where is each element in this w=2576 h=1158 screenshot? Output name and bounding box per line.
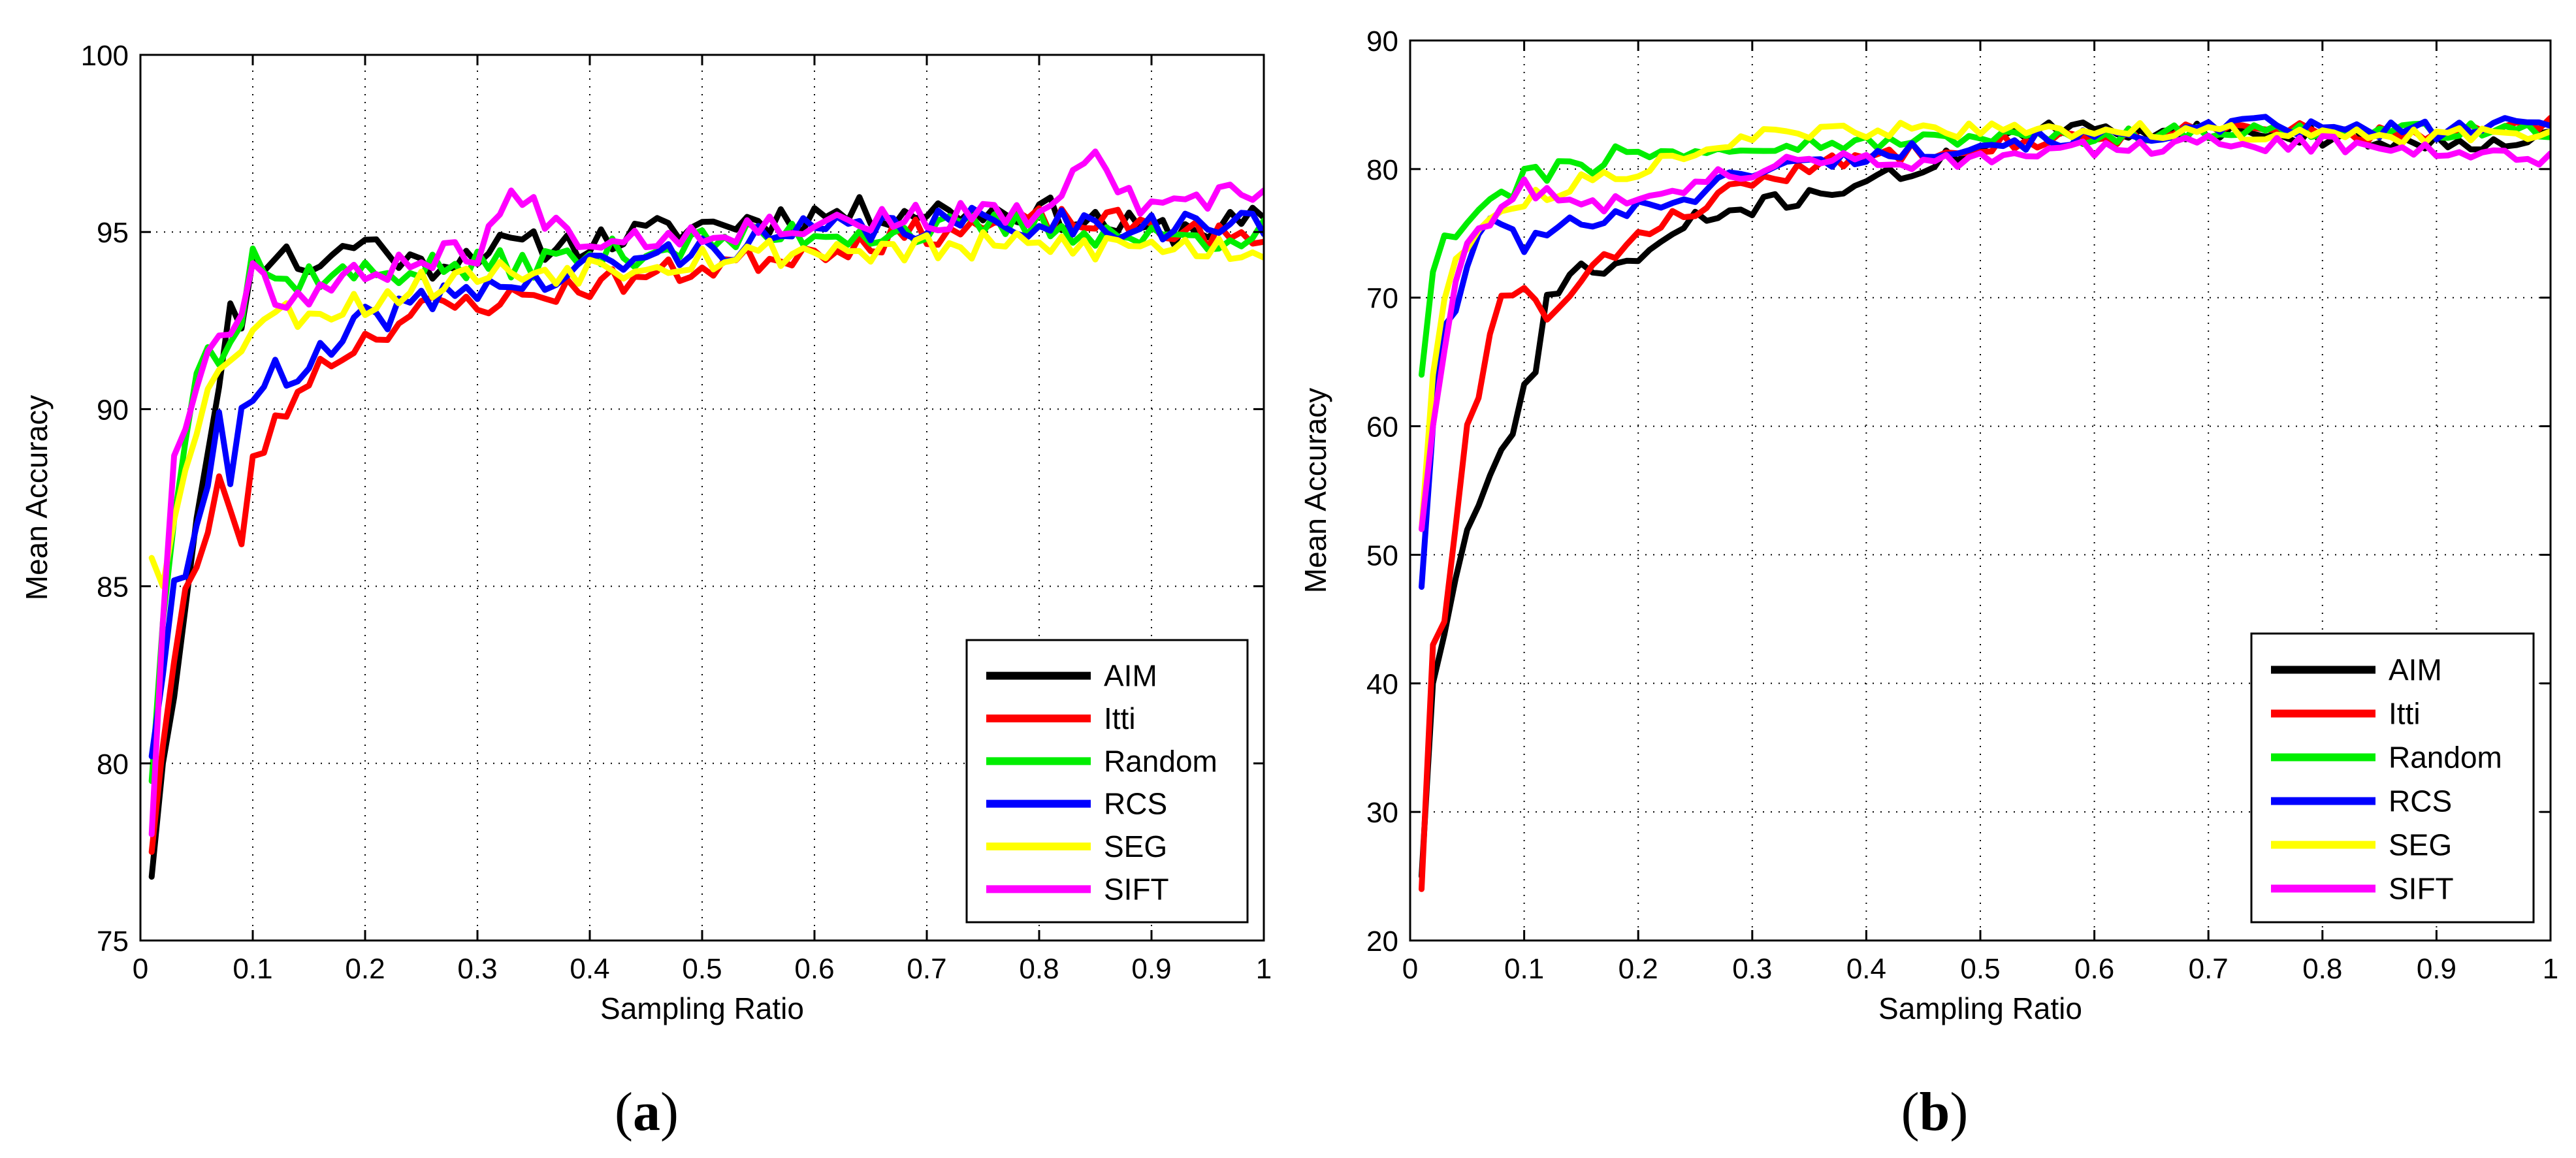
x-tick-label: 0.5 [682, 953, 722, 985]
legend-label-itti: Itti [2389, 697, 2421, 731]
x-tick-label: 0.8 [1019, 953, 1059, 985]
legend-label-sift: SIFT [2389, 872, 2454, 906]
axis-ticks-a: 0 0.1 0.2 0.3 0.4 0.5 0.6 0.7 0.8 0.9 1 75 80 85 90 95 1… [81, 40, 1272, 985]
y-tick-label: 30 [1366, 797, 1398, 829]
legend-box [965, 639, 1249, 924]
x-tick-label: 0.7 [2189, 953, 2229, 985]
series-line-seg [148, 229, 1264, 590]
x-tick-label: 0.1 [1504, 953, 1544, 985]
caption-a: (a) [615, 1082, 679, 1142]
series-line-seg [1419, 120, 2551, 532]
caption-b-close: ) [1950, 1082, 1968, 1142]
y-axis-label-b: Mean Accuracy [1298, 388, 1332, 593]
y-tick-label: 80 [1366, 154, 1398, 186]
y-tick-label: 80 [97, 748, 129, 780]
y-tick-label: 90 [1366, 25, 1398, 57]
legend-label-itti: Itti [1104, 701, 1136, 735]
y-tick-label: 90 [97, 394, 129, 426]
legend-label-rcs: RCS [2389, 784, 2452, 818]
x-tick-label: 0.6 [2074, 953, 2114, 985]
y-tick-label: 60 [1366, 411, 1398, 443]
x-tick-label: 0 [1402, 953, 1418, 985]
caption-b: (b) [1901, 1082, 1969, 1142]
x-tick-label: 0.2 [1618, 953, 1658, 985]
legend-b: AIM Itti Random RCS SEG SIFT [2250, 632, 2535, 924]
caption-b-open: ( [1901, 1082, 1920, 1142]
legend-label-aim: AIM [2389, 653, 2442, 687]
legend-label-random: Random [1104, 744, 1217, 778]
caption-a-close: ) [660, 1082, 679, 1142]
caption-a-open: ( [615, 1082, 633, 1142]
y-tick-label: 50 [1366, 539, 1398, 571]
x-tick-label: 0.7 [907, 953, 946, 985]
legend-label-rcs: RCS [1104, 787, 1167, 821]
caption-a-letter: a [633, 1082, 660, 1142]
grid-lines-b [1410, 40, 2551, 941]
legend-label-aim: AIM [1104, 659, 1157, 693]
legend-a: AIM Itti Random RCS SEG SIFT [965, 639, 1249, 924]
x-tick-label: 0.1 [233, 953, 272, 985]
y-tick-label: 100 [81, 40, 129, 72]
caption-b-letter: b [1920, 1082, 1950, 1142]
series-line-rcs [1419, 114, 2551, 590]
y-tick-label: 85 [97, 571, 129, 603]
y-tick-label: 95 [97, 217, 129, 249]
x-tick-label: 1 [2543, 953, 2558, 985]
legend-label-random: Random [2389, 741, 2502, 775]
x-tick-label: 0.9 [2417, 953, 2456, 985]
x-tick-label: 0.3 [1732, 953, 1772, 985]
x-tick-label: 0.5 [1960, 953, 2000, 985]
chart-panel-b: 0 0.1 0.2 0.3 0.4 0.5 0.6 0.7 0.8 0.9 1 20 30 40 50 60 7… [1298, 25, 2558, 1142]
y-tick-label: 20 [1366, 925, 1398, 957]
x-tick-label: 0 [133, 953, 148, 985]
legend-label-sift: SIFT [1104, 872, 1169, 906]
axis-ticks-b: 0 0.1 0.2 0.3 0.4 0.5 0.6 0.7 0.8 0.9 1 20 30 40 50 60 7… [1366, 25, 2558, 985]
series-group-a [148, 148, 1264, 880]
y-tick-label: 40 [1366, 668, 1398, 700]
series-group-b [1419, 114, 2551, 892]
x-tick-label: 0.4 [570, 953, 609, 985]
x-tick-label: 1 [1256, 953, 1272, 985]
y-axis-label-a: Mean Accuracy [20, 395, 54, 600]
legend-box [2250, 632, 2535, 924]
series-line-sift [148, 148, 1264, 837]
x-tick-label: 0.6 [794, 953, 834, 985]
x-axis-label-b: Sampling Ratio [1878, 991, 2082, 1025]
y-tick-label: 70 [1366, 283, 1398, 315]
legend-label-seg: SEG [2389, 828, 2452, 862]
y-tick-label: 75 [97, 925, 129, 957]
x-tick-label: 0.4 [1846, 953, 1886, 985]
series-line-sift [1419, 133, 2551, 532]
x-tick-label: 0.2 [345, 953, 385, 985]
legend-label-seg: SEG [1104, 829, 1167, 863]
x-tick-label: 0.9 [1131, 953, 1171, 985]
series-line-itti [1419, 114, 2551, 892]
x-axis-label-a: Sampling Ratio [600, 991, 804, 1025]
chart-panel-a: 0 0.1 0.2 0.3 0.4 0.5 0.6 0.7 0.8 0.9 1 75 80 85 90 95 1… [20, 40, 1272, 1142]
x-tick-label: 0.8 [2302, 953, 2342, 985]
x-tick-label: 0.3 [457, 953, 497, 985]
